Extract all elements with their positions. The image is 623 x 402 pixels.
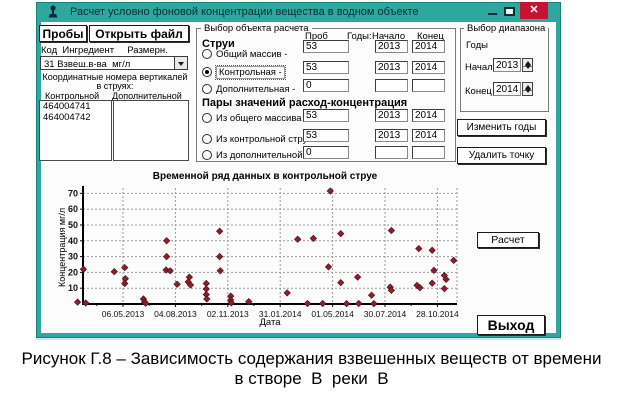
radio-additional-jet[interactable] xyxy=(202,84,212,94)
ingredient-dropdown[interactable]: 31 Взвеш.в-ва мг/л xyxy=(40,56,188,70)
col-header-end: Конец xyxy=(417,31,444,42)
end-year-spinner[interactable] xyxy=(522,82,533,96)
change-years-button[interactable]: Изменить годы xyxy=(457,119,546,136)
maximize-button[interactable] xyxy=(503,5,516,17)
pairs-control-start-field[interactable] xyxy=(375,129,408,142)
radio-pairs-additional[interactable] xyxy=(202,150,212,160)
control-verticals-list[interactable]: 464004741 464004742 xyxy=(39,100,112,161)
radio-pairs-control[interactable] xyxy=(202,134,212,144)
pairs-additional-count-field[interactable] xyxy=(303,146,349,159)
radio-pairs-control-label: Из контрольной струи xyxy=(216,134,313,145)
svg-text:60: 60 xyxy=(68,204,78,214)
ingredient-header: Код Ингредиент Размерн. xyxy=(41,45,168,56)
additional-count-field[interactable] xyxy=(303,79,349,92)
window-bottom-edge xyxy=(36,338,561,340)
exit-button[interactable]: Выход xyxy=(477,315,545,335)
pairs-control-end-field[interactable] xyxy=(412,129,445,142)
years-label: Годы xyxy=(466,40,488,51)
svg-text:20: 20 xyxy=(68,267,78,277)
radio-control-jet[interactable] xyxy=(202,67,212,77)
svg-text:02.11.2013: 02.11.2013 xyxy=(207,309,249,318)
radio-pairs-common[interactable] xyxy=(202,113,212,123)
chevron-down-icon[interactable] xyxy=(174,57,187,69)
additional-verticals-list[interactable] xyxy=(113,100,189,161)
app-icon xyxy=(48,5,58,18)
object-groupbox xyxy=(196,28,456,162)
list-item[interactable]: 464004741 xyxy=(43,101,91,112)
svg-text:01.05.2014: 01.05.2014 xyxy=(311,309,354,318)
pairs-header: Пары значений расход-концентрация xyxy=(202,97,408,109)
calc-button[interactable]: Расчет xyxy=(477,232,539,248)
window-title: Расчет условно фоновой концентрации веще… xyxy=(70,6,419,18)
client-area xyxy=(41,22,556,333)
ingredient-dropdown-value: 31 Взвеш.в-ва мг/л xyxy=(44,59,131,70)
chart-x-axis-label: Дата xyxy=(259,317,281,328)
coords-label-line2: в струях: xyxy=(96,81,134,91)
radio-additional-jet-label: Дополнительная - xyxy=(216,84,296,95)
minimize-button[interactable] xyxy=(486,6,499,17)
pairs-additional-start-field[interactable] xyxy=(375,146,408,159)
list-item[interactable]: 464004742 xyxy=(43,112,91,123)
pairs-common-count-field[interactable] xyxy=(303,109,349,122)
radio-pairs-common-label: Из общего массива xyxy=(216,113,302,124)
end-year-field[interactable] xyxy=(493,82,521,96)
additional-column-header: Дополнительной xyxy=(112,91,182,101)
coords-label-line1: Координатные номера вертикалей xyxy=(42,72,188,82)
control-end-field[interactable] xyxy=(412,61,445,74)
common-count-field[interactable] xyxy=(303,40,349,53)
svg-text:70: 70 xyxy=(68,188,78,198)
radio-common-array-label: Общий массив - xyxy=(216,49,288,60)
chart-title: Временной ряд данных в контрольной струе xyxy=(152,171,378,182)
svg-text:06.05.2013: 06.05.2013 xyxy=(102,309,145,318)
col-header-count: Проб xyxy=(305,31,328,42)
chart-svg[interactable]: 10 20 30 40 50 60 70 06.05.2013 04.08.2013 02.11.… xyxy=(42,166,462,318)
control-count-field[interactable] xyxy=(303,61,349,74)
col-header-years: Годы: xyxy=(347,31,372,42)
additional-start-field[interactable] xyxy=(375,79,408,92)
col-header-start: Начало xyxy=(372,31,406,42)
common-start-field[interactable] xyxy=(375,40,408,53)
close-button[interactable]: ✕ xyxy=(520,2,548,19)
svg-text:40: 40 xyxy=(68,236,78,246)
svg-text:30.07.2014: 30.07.2014 xyxy=(364,309,407,318)
jets-header: Струи xyxy=(202,38,235,50)
range-groupbox-legend: Выбор диапазона xyxy=(464,23,549,34)
svg-text:50: 50 xyxy=(68,220,78,230)
pairs-common-start-field[interactable] xyxy=(375,109,408,122)
svg-text:31.01.2014: 31.01.2014 xyxy=(259,309,302,318)
control-column-header: Контрольной xyxy=(45,91,100,101)
figure-caption-line2: в створе В реки В xyxy=(234,369,389,388)
object-groupbox-legend: Выбор объекта расчета xyxy=(201,23,312,34)
svg-text:04.08.2013: 04.08.2013 xyxy=(154,309,197,318)
additional-end-field[interactable] xyxy=(412,79,445,92)
figure-caption-line1: Рисунок Г.8 – Зависимость содержания взв… xyxy=(21,349,602,368)
delete-point-button[interactable]: Удалить точку xyxy=(457,147,546,164)
end-year-label: Конец xyxy=(465,86,492,97)
radio-control-jet-label: Контрольная - xyxy=(215,65,286,80)
svg-text:10: 10 xyxy=(68,283,78,293)
svg-text:28.10.2014: 28.10.2014 xyxy=(416,309,459,318)
control-start-field[interactable] xyxy=(375,61,408,74)
radio-common-array[interactable] xyxy=(202,49,212,59)
pairs-control-count-field[interactable] xyxy=(303,129,349,142)
start-year-label: Начало xyxy=(465,62,499,73)
open-file-button[interactable]: Открыть файл xyxy=(89,25,189,42)
probes-button[interactable]: Пробы xyxy=(39,25,87,42)
pairs-additional-end-field[interactable] xyxy=(412,146,445,159)
common-end-field[interactable] xyxy=(412,40,445,53)
start-year-spinner[interactable] xyxy=(522,58,533,72)
radio-pairs-additional-label: Из дополнительной xyxy=(216,150,303,161)
start-year-field[interactable] xyxy=(493,58,521,72)
pairs-common-end-field[interactable] xyxy=(412,109,445,122)
svg-text:30: 30 xyxy=(68,252,78,262)
